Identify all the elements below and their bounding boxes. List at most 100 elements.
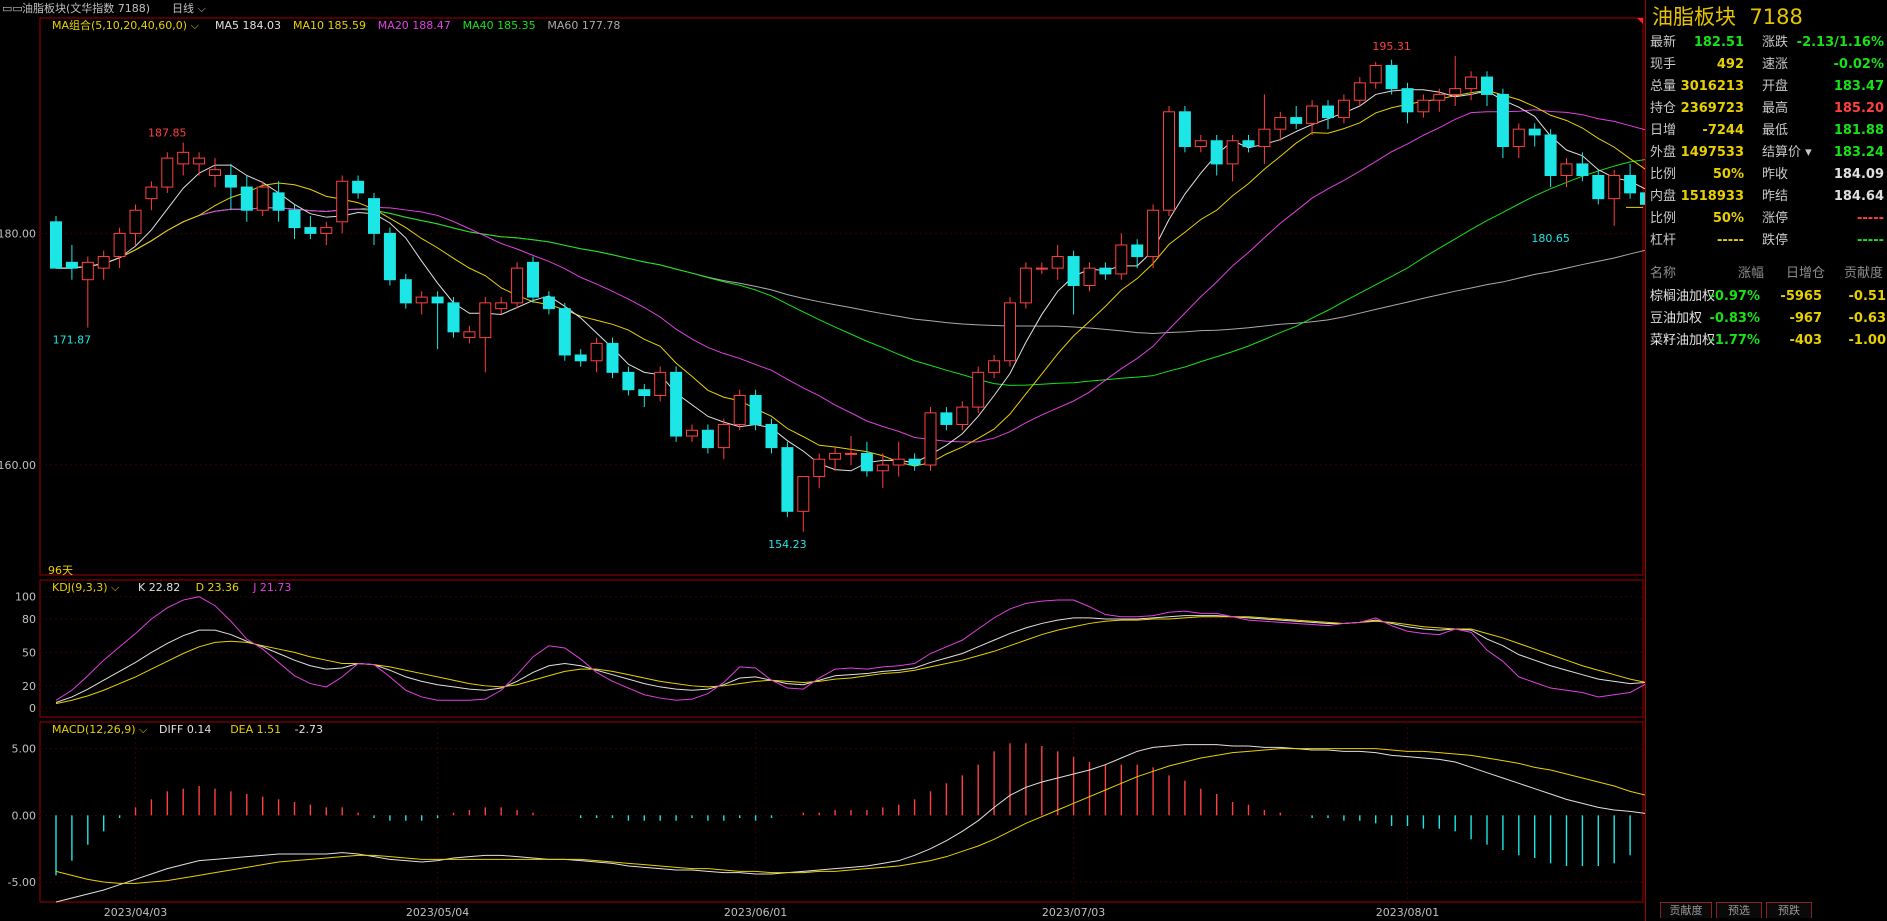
candle-body: [845, 452, 857, 455]
candle-body: [749, 395, 762, 425]
component-change: -0.97%: [1709, 289, 1761, 304]
candle-body: [527, 261, 539, 298]
component-name: 菜籽油加权: [1650, 333, 1716, 348]
quote-label: 跌停: [1762, 233, 1789, 248]
quote-label: 最高: [1762, 101, 1789, 116]
candle-body: [431, 296, 444, 304]
price-annotation: 187.85: [148, 126, 187, 139]
candle-body: [940, 412, 953, 425]
candle-body: [1067, 256, 1080, 286]
candle-body: [368, 198, 380, 234]
quote-value: 1497533: [1680, 145, 1744, 160]
candle-body: [797, 476, 810, 512]
component-row[interactable]: 菜籽油加权 -1.77% -403 -1.00: [1646, 330, 1887, 352]
quote-value: 492: [1716, 57, 1744, 72]
kdj-d-line: [55, 616, 1645, 705]
quote-row: 持仓 2369723 最高 185.20: [1646, 98, 1887, 120]
kdj-tick-label: 0: [29, 702, 36, 715]
candle-body: [1385, 64, 1398, 90]
ma-legend-item: MA20 188.47: [378, 19, 451, 32]
candle-body: [1560, 163, 1573, 176]
quote-value: 2369723: [1680, 101, 1744, 116]
macd-legend-item: -2.73: [295, 723, 323, 736]
candle-body: [1242, 140, 1255, 148]
candle-body: [988, 360, 1001, 373]
candle-body: [1035, 267, 1048, 270]
component-contribution: -1.00: [1848, 333, 1886, 348]
tab-preselect[interactable]: 预选: [1716, 902, 1762, 918]
candle-body: [670, 371, 683, 437]
quote-panel: 油脂板块 7188 最新 182.51 涨跌 -2.13/1.16% 现手 492 速涨 -0…: [1645, 0, 1887, 921]
quote-value: -0.02%: [1833, 57, 1885, 72]
candle-body: [50, 221, 62, 269]
candle-body: [574, 354, 587, 362]
quote-label: 最低: [1762, 123, 1789, 138]
component-change: -0.83%: [1709, 311, 1761, 326]
component-name: 豆油加权: [1650, 311, 1703, 326]
candle-body: [320, 227, 333, 234]
candle-body: [1051, 256, 1064, 269]
candle-body: [1544, 134, 1557, 176]
candle-body: [447, 302, 460, 333]
quote-label: 涨跌: [1762, 35, 1789, 50]
price-pane-frame: [39, 17, 1644, 576]
candle-body: [1496, 93, 1509, 148]
quote-value: -2.13/1.16%: [1796, 35, 1884, 50]
candle-body: [1640, 192, 1645, 205]
candle-body: [352, 180, 365, 194]
kdj-tick-label: 100: [15, 591, 36, 604]
quote-value: 185.20: [1833, 101, 1884, 116]
macd-dea-line: [55, 748, 1645, 884]
quote-value: -----: [1717, 233, 1744, 248]
macd-legend-item: DEA 1.51: [230, 723, 281, 736]
candle-body: [1369, 64, 1382, 84]
macd-diff-line: [55, 744, 1645, 903]
candle-body: [908, 458, 921, 466]
kdj-tick-label: 50: [22, 646, 36, 659]
component-row[interactable]: 棕榈油加权 -0.97% -5965 -0.51: [1646, 286, 1887, 308]
corner-marker: [1637, 18, 1643, 24]
quote-value: -----: [1857, 233, 1884, 248]
quote-value: 3016213: [1680, 79, 1744, 94]
candle-body: [972, 371, 985, 408]
chart-title: 油脂板块(文华指数 7188): [22, 2, 151, 15]
component-oi-change: -5965: [1780, 289, 1822, 304]
kline-chart[interactable]: 180.00 160.00 100 80 50 20 0 5.00 0.00 -5.00 2023/…: [0, 0, 1645, 921]
quote-row: 现手 492 速涨 -0.02%: [1646, 54, 1887, 76]
tab-contribution[interactable]: 贡献度: [1660, 902, 1712, 918]
component-row[interactable]: 豆油加权 -0.83% -967 -0.63: [1646, 308, 1887, 330]
candle-body: [622, 371, 635, 391]
component-change: -1.77%: [1709, 333, 1761, 348]
quote-value: 183.24: [1833, 145, 1884, 160]
macd-legend-label: MACD(12,26,9) ⌵: [52, 723, 148, 736]
kdj-tick-label: 20: [22, 680, 36, 693]
candle-body: [590, 342, 603, 362]
quote-row: 外盘 1497533 结算价 ▾ 183.24: [1646, 142, 1887, 164]
tab-prefall[interactable]: 预跌: [1766, 902, 1812, 918]
date-tick-label: 2023/07/03: [1042, 906, 1105, 919]
quote-row: 比例 50% 涨停 -----: [1646, 208, 1887, 230]
candle-body: [1019, 267, 1032, 304]
ma-legend-label: MA组合(5,10,20,40,60,0) ⌵: [52, 18, 200, 32]
menu-icon[interactable]: ▭▭: [2, 2, 23, 15]
candle-body: [1194, 140, 1207, 148]
period-selector[interactable]: 日线 ⌵: [172, 2, 206, 15]
candle-body: [686, 429, 698, 437]
quote-label: 现手: [1650, 57, 1677, 72]
quote-row: 内盘 1518933 昨结 184.64: [1646, 186, 1887, 208]
candle-body: [1226, 140, 1239, 165]
ma-legend-item: MA5 184.03: [215, 19, 281, 32]
candle-body: [495, 302, 508, 310]
date-tick-label: 2023/05/04: [406, 906, 469, 919]
candle-body: [1528, 128, 1541, 136]
candle-body: [1147, 209, 1160, 258]
quote-value: 184.64: [1833, 189, 1884, 204]
candle-body: [829, 452, 842, 460]
candle-body: [97, 256, 110, 269]
candle-body: [606, 342, 619, 373]
candle-body: [813, 458, 826, 478]
date-tick-label: 2023/06/01: [724, 906, 787, 919]
candle-body: [1353, 82, 1366, 101]
ma40-line: [56, 159, 1645, 386]
candle-body: [1210, 140, 1223, 165]
